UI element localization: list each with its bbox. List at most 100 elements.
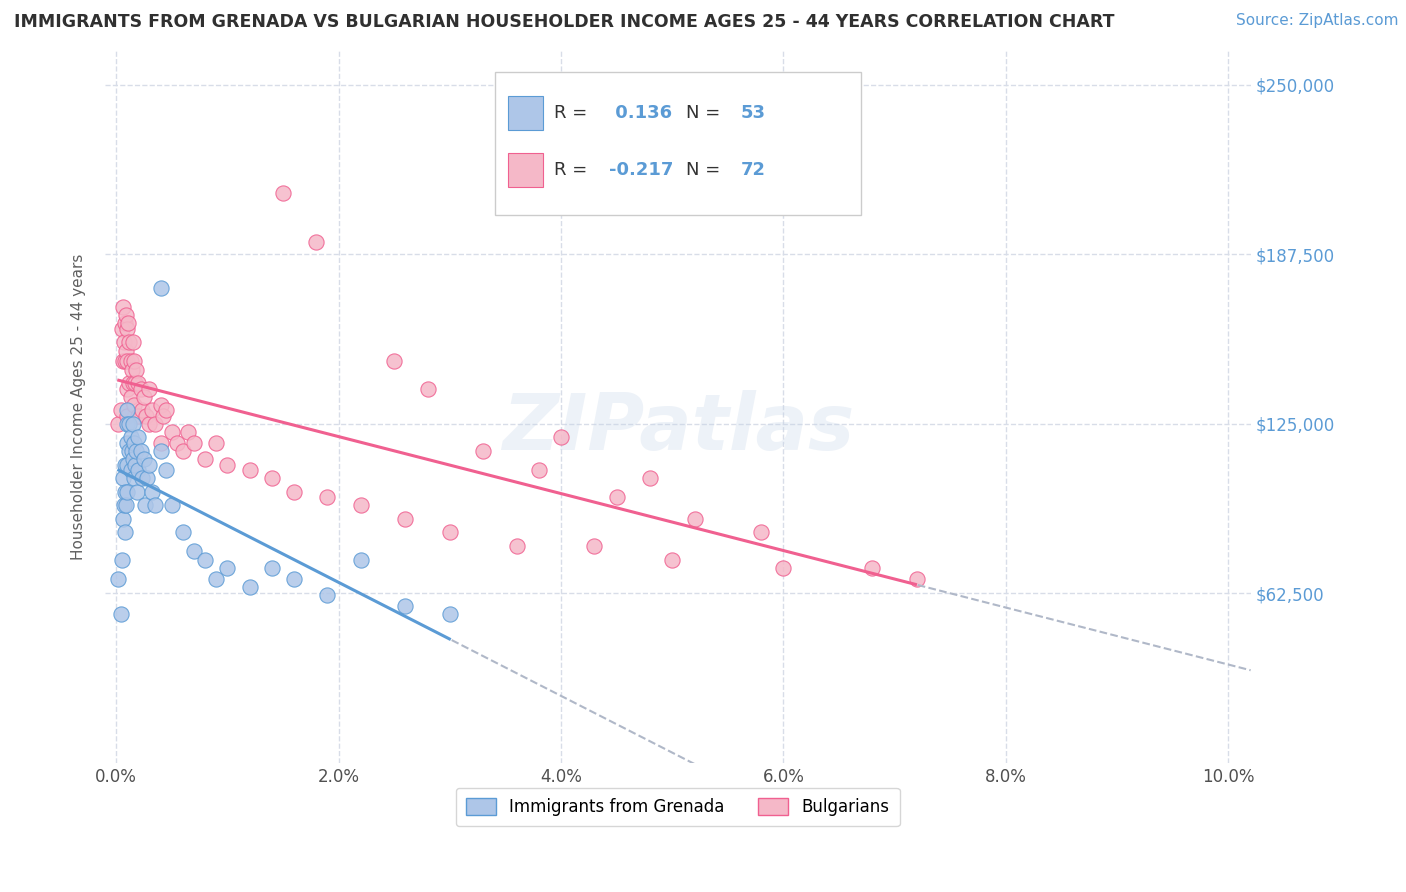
Point — [132, 452, 155, 467]
Point — [120, 354, 142, 368]
Point — [394, 599, 416, 613]
Point — [138, 382, 160, 396]
Point — [111, 300, 134, 314]
Text: 72: 72 — [741, 161, 766, 179]
Point — [118, 376, 141, 391]
Point — [149, 398, 172, 412]
Point — [124, 458, 146, 472]
Point — [107, 417, 129, 431]
Point — [439, 525, 461, 540]
Point — [115, 322, 138, 336]
Point — [183, 435, 205, 450]
Point — [121, 417, 143, 431]
Point — [121, 452, 143, 467]
Point — [155, 403, 177, 417]
Point — [115, 435, 138, 450]
Point — [115, 403, 138, 417]
Point — [141, 484, 163, 499]
Point — [505, 539, 527, 553]
Point — [125, 362, 148, 376]
Point — [111, 322, 134, 336]
Point — [112, 335, 135, 350]
Point — [129, 444, 152, 458]
Point — [149, 281, 172, 295]
Text: -0.217: -0.217 — [609, 161, 673, 179]
Point — [205, 572, 228, 586]
Text: R =: R = — [554, 161, 593, 179]
Point — [120, 463, 142, 477]
Text: 0.136: 0.136 — [609, 104, 672, 122]
Point — [124, 376, 146, 391]
Point — [118, 335, 141, 350]
Point — [638, 471, 661, 485]
Point — [143, 417, 166, 431]
Point — [110, 403, 132, 417]
Point — [115, 484, 138, 499]
Point — [905, 572, 928, 586]
Point — [110, 607, 132, 621]
Point — [114, 484, 136, 499]
Point — [121, 335, 143, 350]
Point — [136, 471, 159, 485]
Point — [122, 471, 145, 485]
Point — [143, 498, 166, 512]
Point — [260, 471, 283, 485]
Legend: Immigrants from Grenada, Bulgarians: Immigrants from Grenada, Bulgarians — [456, 788, 900, 826]
Point — [160, 498, 183, 512]
FancyBboxPatch shape — [508, 96, 543, 130]
Point — [527, 463, 550, 477]
Point — [394, 512, 416, 526]
Text: N =: N = — [686, 161, 725, 179]
Point — [134, 498, 156, 512]
Point — [155, 463, 177, 477]
Point — [472, 444, 495, 458]
Point — [260, 560, 283, 574]
Point — [127, 430, 149, 444]
Point — [114, 458, 136, 472]
Point — [115, 354, 138, 368]
Point — [114, 317, 136, 331]
Point — [862, 560, 884, 574]
Text: Source: ZipAtlas.com: Source: ZipAtlas.com — [1236, 13, 1399, 29]
Point — [772, 560, 794, 574]
Point — [271, 186, 294, 201]
Point — [127, 463, 149, 477]
Point — [217, 458, 239, 472]
Point — [121, 362, 143, 376]
Point — [661, 552, 683, 566]
Point — [138, 458, 160, 472]
Point — [316, 490, 339, 504]
Point — [115, 343, 138, 358]
Point — [127, 409, 149, 423]
Point — [127, 484, 149, 499]
Point — [550, 430, 572, 444]
Point — [114, 354, 136, 368]
Point — [583, 539, 606, 553]
Point — [350, 552, 373, 566]
Point — [160, 425, 183, 439]
Point — [122, 354, 145, 368]
Point — [111, 512, 134, 526]
Point — [172, 525, 194, 540]
Point — [131, 471, 153, 485]
Point — [135, 409, 157, 423]
Point — [149, 444, 172, 458]
Point — [115, 417, 138, 431]
Text: R =: R = — [554, 104, 593, 122]
Point — [683, 512, 706, 526]
Point — [111, 552, 134, 566]
Point — [350, 498, 373, 512]
Point — [194, 552, 217, 566]
Point — [194, 452, 217, 467]
Point — [120, 390, 142, 404]
Point — [439, 607, 461, 621]
Text: N =: N = — [686, 104, 725, 122]
FancyBboxPatch shape — [508, 153, 543, 187]
Point — [115, 382, 138, 396]
Point — [416, 382, 439, 396]
Point — [749, 525, 772, 540]
Point — [115, 409, 138, 423]
Point — [149, 435, 172, 450]
Point — [172, 444, 194, 458]
Text: 53: 53 — [741, 104, 766, 122]
